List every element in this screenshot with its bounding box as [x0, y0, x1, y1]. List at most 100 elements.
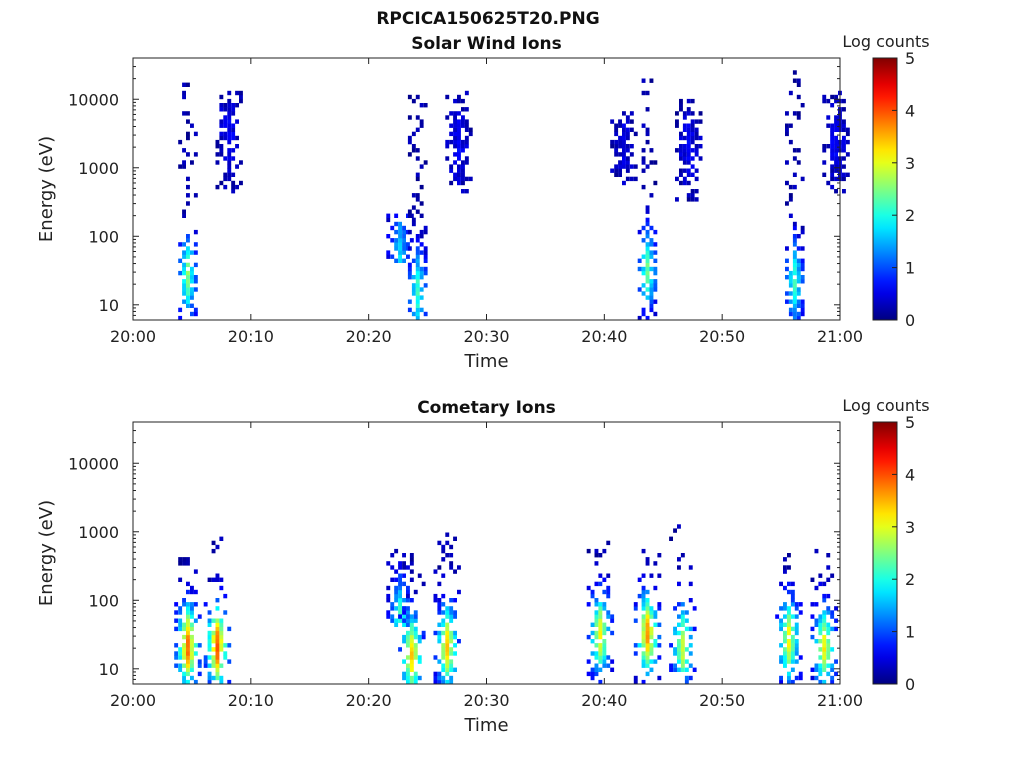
colorbar-tick-label: 1 — [905, 259, 915, 278]
heatmap-cell — [457, 639, 461, 644]
heatmap-cell — [682, 127, 687, 132]
heatmap-cell — [411, 144, 416, 149]
heatmap-cell — [649, 148, 654, 153]
heatmap-cell — [409, 630, 414, 636]
heatmap-cell — [653, 180, 658, 186]
heatmap-cell — [231, 148, 236, 153]
heatmap-cell — [796, 287, 801, 292]
heatmap-cell — [402, 675, 406, 681]
heatmap-cell — [464, 139, 469, 145]
heatmap-cell — [680, 647, 685, 652]
heatmap-cell — [690, 148, 695, 153]
heatmap-cell — [645, 643, 650, 648]
heatmap-cell — [182, 250, 186, 255]
heatmap-cell — [419, 229, 424, 235]
heatmap-cell — [402, 614, 406, 619]
heatmap-cell — [598, 667, 603, 672]
heatmap-cell — [645, 671, 650, 677]
heatmap-cell — [826, 622, 831, 627]
heatmap-cell — [239, 180, 243, 186]
heatmap-cell — [690, 164, 695, 169]
heatmap-cell — [822, 94, 827, 100]
heatmap-cell — [407, 307, 412, 313]
heatmap-cell — [449, 561, 454, 566]
heatmap-cell — [800, 299, 805, 304]
heatmap-cell — [190, 602, 194, 607]
y-tick-label: 100 — [88, 591, 119, 610]
heatmap-cell — [415, 197, 420, 202]
heatmap-cell — [830, 103, 835, 108]
x-tick-label: 20:40 — [581, 327, 627, 346]
heatmap-cell — [464, 144, 469, 149]
heatmap-cell — [694, 189, 699, 194]
heatmap-cell — [239, 94, 243, 100]
heatmap-cell — [411, 148, 416, 153]
heatmap-cell — [182, 561, 186, 566]
heatmap-cell — [413, 630, 418, 636]
heatmap-cell — [602, 622, 607, 627]
heatmap-cell — [219, 536, 224, 541]
heatmap-cell — [637, 266, 642, 272]
heatmap-cell — [457, 152, 461, 157]
heatmap-cell — [186, 287, 190, 292]
heatmap-cell — [390, 254, 395, 259]
heatmap-cell — [618, 135, 622, 141]
heatmap-cell — [818, 614, 823, 619]
heatmap-cell — [682, 111, 687, 116]
heatmap-cell — [398, 614, 402, 619]
heatmap-cell — [645, 234, 650, 239]
heatmap-cell — [694, 127, 699, 132]
heatmap-cell — [822, 98, 827, 104]
heatmap-cell — [682, 156, 687, 161]
heatmap-cell — [190, 250, 194, 255]
heatmap-cell — [178, 242, 183, 247]
heatmap-cell — [227, 123, 232, 128]
heatmap-cell — [641, 254, 646, 259]
heatmap-cell — [419, 275, 424, 280]
heatmap-cell — [417, 639, 422, 644]
heatmap-cell — [190, 589, 194, 595]
heatmap-cell — [649, 610, 654, 615]
heatmap-cell — [211, 647, 216, 652]
heatmap-cell — [649, 651, 654, 656]
heatmap-cell — [182, 254, 186, 259]
heatmap-cell — [406, 634, 410, 640]
heatmap-cell — [423, 270, 428, 276]
heatmap-cell — [602, 626, 607, 632]
heatmap-cell — [457, 589, 461, 595]
heatmap-cell — [409, 577, 414, 582]
heatmap-cell — [822, 598, 827, 603]
heatmap-cell — [445, 634, 450, 640]
heatmap-cell — [698, 119, 703, 124]
heatmap-cell — [461, 139, 465, 145]
heatmap-cell — [398, 598, 402, 603]
heatmap-cell — [822, 634, 827, 640]
heatmap-cell — [645, 602, 650, 607]
heatmap-cell — [653, 659, 658, 664]
heatmap-cell — [814, 667, 819, 672]
heatmap-cell — [598, 618, 603, 623]
heatmap-cell — [423, 250, 428, 255]
heatmap-cell — [657, 573, 662, 578]
heatmap-cell — [783, 655, 787, 660]
heatmap-cell — [649, 606, 654, 611]
heatmap-cell — [818, 671, 823, 677]
heatmap-cell — [223, 593, 228, 599]
heatmap-cell — [826, 663, 831, 668]
heatmap-cell — [186, 626, 190, 632]
heatmap-cell — [407, 94, 412, 100]
heatmap-cell — [215, 634, 220, 640]
heatmap-cell — [409, 634, 414, 640]
heatmap-cell — [193, 602, 198, 607]
heatmap-cell — [406, 585, 410, 591]
heatmap-cell — [598, 581, 603, 587]
heatmap-cell — [794, 626, 799, 632]
heatmap-cell — [411, 98, 416, 104]
heatmap-cell — [413, 655, 418, 660]
heatmap-cell — [215, 630, 220, 636]
heatmap-cell — [679, 168, 683, 173]
heatmap-cell — [633, 675, 638, 681]
heatmap-cell — [227, 679, 232, 685]
heatmap-cell — [606, 610, 611, 615]
heatmap-cell — [787, 655, 791, 660]
